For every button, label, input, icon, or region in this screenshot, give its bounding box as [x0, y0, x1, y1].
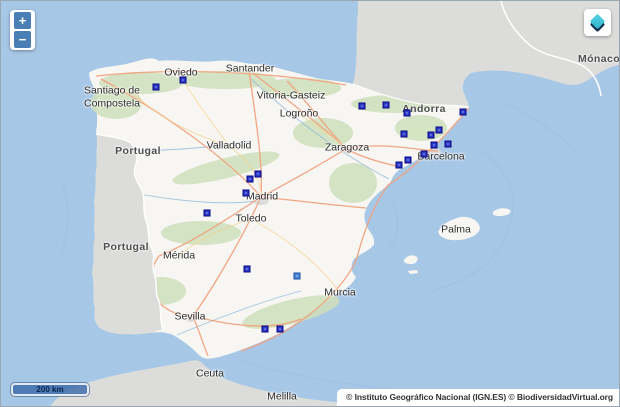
observation-marker[interactable]: [420, 150, 428, 158]
observation-marker[interactable]: [293, 272, 301, 280]
observation-marker[interactable]: [246, 175, 254, 183]
observation-marker[interactable]: [179, 76, 187, 84]
spain-landmass: [89, 58, 469, 359]
africa-landmass: [50, 360, 403, 406]
observation-marker[interactable]: [459, 108, 467, 116]
map-label-logro-o: Logroño: [279, 107, 319, 120]
observation-marker[interactable]: [242, 189, 250, 197]
map-label-m-rida: Mérida: [162, 249, 196, 262]
observation-marker[interactable]: [243, 265, 251, 273]
map-label-santiago-de-compostela: Santiago de Compostela: [83, 84, 141, 109]
observation-marker[interactable]: [152, 83, 160, 91]
observation-marker[interactable]: [276, 325, 284, 333]
map-label-melilla: Melilla: [267, 390, 297, 403]
observation-marker[interactable]: [203, 209, 211, 217]
attribution[interactable]: © Instituto Geográfico Nacional (IGN.ES)…: [337, 389, 619, 406]
observation-marker[interactable]: [444, 140, 452, 148]
map-label-santander: Santander: [225, 62, 275, 75]
zoom-out-button[interactable]: −: [14, 31, 31, 48]
france-border-line: [352, 83, 470, 108]
scale-label: 200 km: [36, 385, 64, 394]
zoom-control: + −: [10, 10, 35, 50]
layers-icon: [589, 13, 606, 33]
map-label-toledo: Toledo: [235, 212, 267, 225]
observation-marker[interactable]: [435, 126, 443, 134]
observation-marker[interactable]: [261, 325, 269, 333]
map-label-madrid: Madrid: [245, 190, 279, 203]
observation-marker[interactable]: [358, 102, 366, 110]
observation-marker[interactable]: [427, 131, 435, 139]
map-label-valladolid: Valladolid: [206, 139, 252, 152]
observation-marker[interactable]: [382, 101, 390, 109]
observation-marker[interactable]: [400, 130, 408, 138]
map-label-m-naco: Mónaco: [577, 53, 620, 65]
observation-marker[interactable]: [404, 156, 412, 164]
observation-marker[interactable]: [395, 161, 403, 169]
road-network: [95, 70, 470, 357]
bathymetry-lines: [60, 100, 577, 390]
france-landmass: [353, 1, 619, 107]
balearic-islands: [403, 208, 511, 274]
layer-switcher-button[interactable]: [584, 9, 611, 36]
map-label-ceuta: Ceuta: [195, 367, 225, 380]
portugal-landmass: [92, 134, 163, 335]
scale-bar: 200 km: [10, 382, 90, 397]
zoom-in-button[interactable]: +: [14, 12, 31, 29]
portugal-border-line: [95, 133, 164, 330]
map-label-palma: Palma: [441, 223, 471, 236]
map-label-portugal: Portugal: [103, 241, 149, 253]
map-label-vitoria-gasteiz: Vitoria-Gasteiz: [256, 89, 326, 102]
map-label-zaragoza: Zaragoza: [324, 141, 370, 154]
map-label-murcia: Murcia: [324, 286, 356, 299]
observation-marker[interactable]: [430, 141, 438, 149]
observation-marker[interactable]: [254, 170, 262, 178]
observation-marker[interactable]: [403, 109, 411, 117]
france-road: [500, 1, 602, 97]
map-label-sevilla: Sevilla: [174, 310, 206, 323]
map-label-portugal: Portugal: [115, 145, 161, 157]
